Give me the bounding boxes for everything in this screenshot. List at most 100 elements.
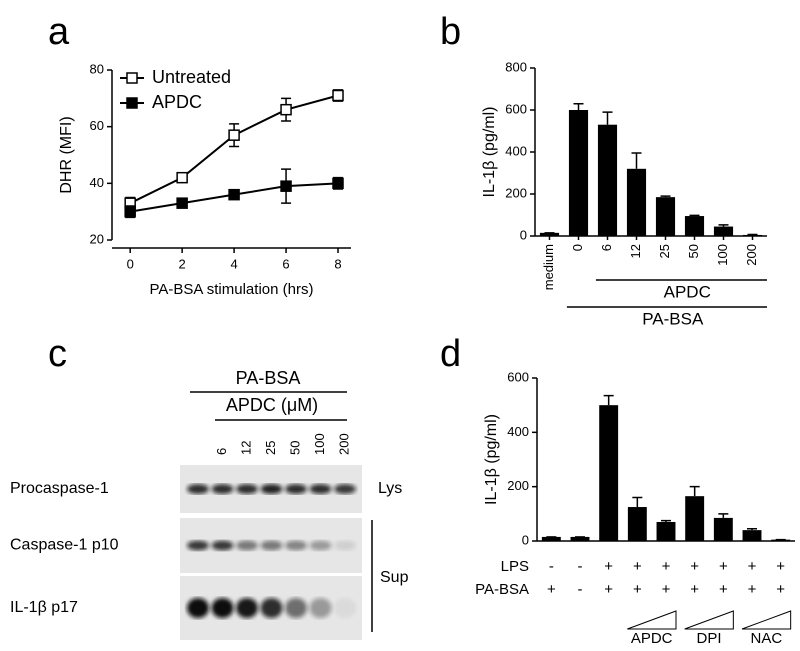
marker [332, 177, 344, 190]
bar [742, 234, 763, 236]
marker [124, 205, 136, 218]
x-tick-label: 0 [127, 256, 134, 271]
marker [332, 89, 344, 102]
treatment-label: NAC [750, 630, 782, 647]
x-tick-label: 6 [282, 256, 289, 271]
marker [176, 171, 188, 184]
error-bar [602, 111, 613, 125]
condition-value: + [662, 558, 671, 575]
bar [771, 539, 791, 541]
marker [176, 197, 188, 209]
band [309, 540, 332, 551]
band [187, 484, 209, 494]
band [334, 540, 356, 551]
panel-label: a [48, 11, 70, 53]
band [309, 598, 332, 618]
y-tick-label: 400 [505, 143, 527, 158]
y-tick-label: 200 [505, 185, 527, 200]
bar [713, 517, 733, 541]
condition-value: + [662, 581, 671, 598]
marker [280, 180, 292, 192]
y-tick-label: 40 [90, 175, 104, 190]
condition-value: + [719, 558, 728, 575]
condition-value: + [748, 558, 757, 575]
condition-value: + [776, 581, 785, 598]
x-tick-label: 200 [744, 244, 759, 266]
bar [626, 168, 647, 236]
x-tick-label: 25 [657, 244, 672, 258]
bar [655, 197, 676, 236]
lane-label: 25 [263, 441, 278, 455]
error-bar [660, 195, 671, 198]
legend-label: Untreated [152, 67, 231, 87]
y-tick-label: 400 [507, 424, 529, 439]
band [285, 540, 307, 551]
bar [713, 226, 734, 236]
treatment-label: APDC [631, 630, 673, 647]
band [334, 484, 356, 494]
marker [228, 129, 240, 141]
condition-value: - [578, 581, 583, 598]
condition-value: + [633, 558, 642, 575]
condition-value: + [547, 581, 556, 598]
band [334, 598, 356, 618]
x-tick-label: 6 [599, 244, 614, 251]
marker [228, 188, 240, 201]
x-tick-label: 2 [179, 256, 186, 271]
condition-value: + [776, 558, 785, 575]
y-axis-label: IL-1β (pg/ml) [481, 107, 498, 198]
legend-marker [126, 72, 138, 84]
band [309, 484, 332, 494]
panel-label: b [440, 11, 461, 53]
blot-subheader: APDC (μM) [226, 395, 318, 415]
blot-header: PA-BSA [236, 368, 301, 388]
band [211, 484, 234, 494]
bar [541, 536, 561, 541]
error-bar [603, 394, 614, 406]
condition-value: + [604, 581, 613, 598]
bar [570, 536, 590, 541]
band [260, 540, 283, 551]
condition-value: + [633, 581, 642, 598]
y-tick-label: 0 [520, 227, 527, 242]
band [211, 598, 234, 618]
lane-label: 6 [214, 448, 229, 455]
fraction-label: Lys [378, 480, 402, 497]
condition-value: + [690, 581, 699, 598]
condition-value: + [719, 581, 728, 598]
x-tick-label: 0 [570, 244, 585, 251]
error-bar [632, 496, 643, 508]
y-tick-label: 800 [505, 59, 527, 74]
error-bar [573, 102, 584, 110]
panel-label: c [48, 333, 67, 375]
condition-value: + [748, 581, 757, 598]
error-bar [689, 485, 700, 497]
row-label: IL-1β p17 [10, 599, 78, 616]
legend-marker [126, 97, 138, 109]
x-tick-label: medium [541, 244, 556, 290]
lane-label: 50 [287, 441, 302, 455]
bar [568, 110, 589, 236]
condition-label: LPS [501, 558, 529, 575]
band [187, 540, 209, 551]
panel-label: d [440, 333, 461, 375]
legend-label: APDC [152, 92, 202, 112]
x-tick-label: 12 [628, 244, 643, 258]
lane-label: 200 [336, 433, 351, 455]
error-bar [661, 519, 671, 522]
group-label: APDC [664, 282, 711, 301]
band [236, 484, 258, 494]
y-axis-label: IL-1β (pg/ml) [483, 414, 500, 505]
x-tick-label: 4 [230, 256, 237, 271]
error-bar [631, 152, 642, 169]
condition-value: - [578, 558, 583, 575]
treatment-label: DPI [696, 630, 721, 647]
marker [280, 103, 292, 116]
y-tick-label: 600 [507, 369, 529, 384]
bar [599, 405, 619, 541]
band [260, 598, 283, 618]
error-bar [718, 513, 729, 518]
band [211, 540, 234, 551]
x-axis-label: PA-BSA stimulation (hrs) [150, 281, 314, 298]
